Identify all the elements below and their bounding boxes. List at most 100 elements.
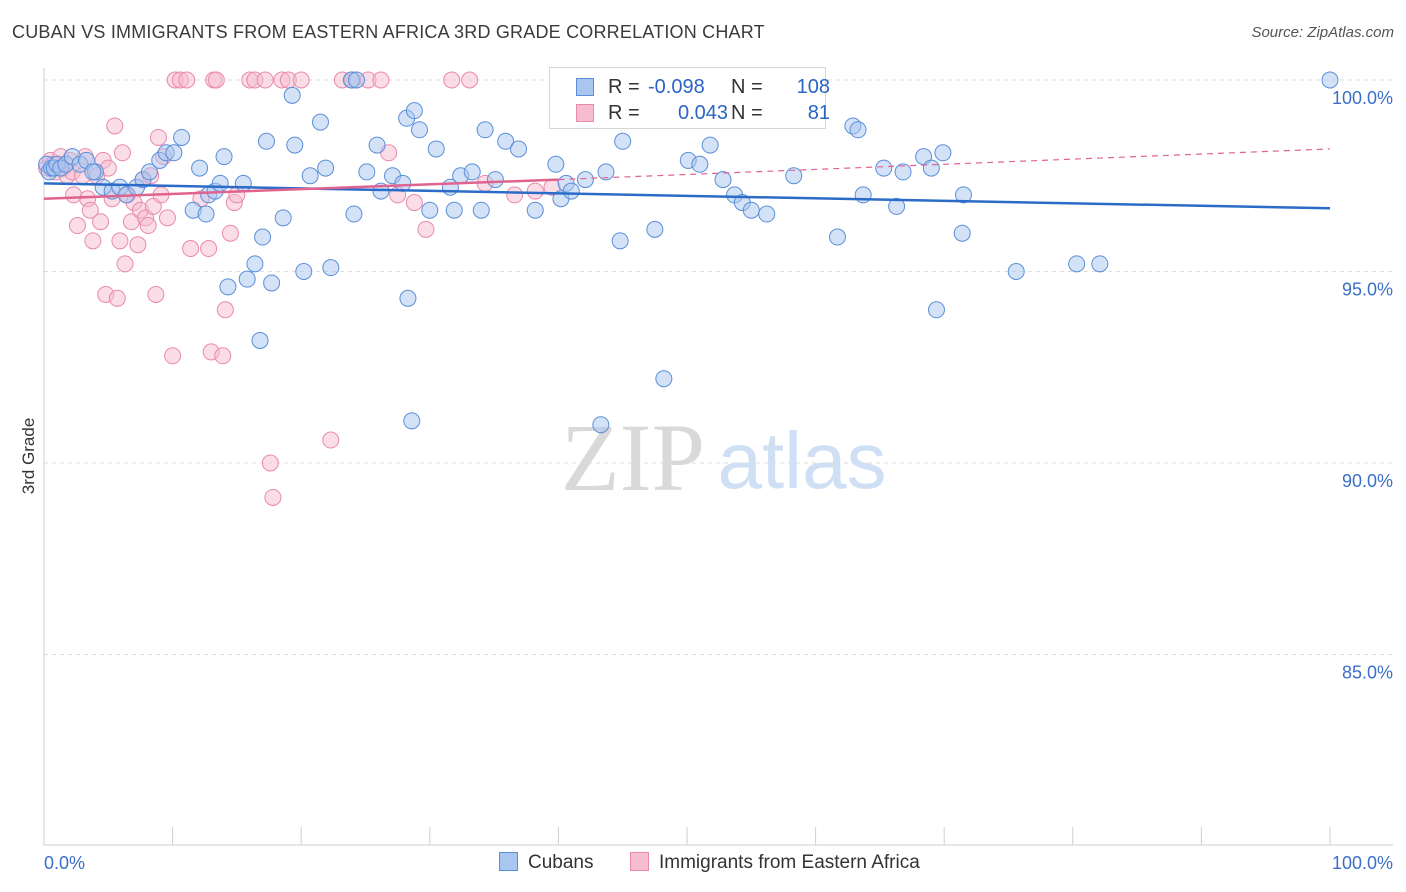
data-point <box>1007 263 1025 280</box>
source-label: Source: ZipAtlas.com <box>1251 24 1394 41</box>
data-point <box>246 255 264 273</box>
data-point <box>301 167 319 185</box>
y-axis-label: 3rd Grade <box>19 418 38 495</box>
data-point <box>165 144 183 162</box>
y-tick-labels: 100.0% 95.0% 90.0% 85.0% <box>1332 88 1393 683</box>
data-point <box>701 136 719 154</box>
data-point <box>526 201 544 219</box>
data-point <box>322 259 340 277</box>
data-point <box>113 144 131 162</box>
data-point <box>597 163 615 181</box>
data-point <box>655 370 673 388</box>
watermark-zip: ZIP <box>561 404 705 511</box>
data-point <box>345 205 363 223</box>
bottom-legend-swatch-pink <box>630 852 649 871</box>
data-point <box>173 128 191 146</box>
y-tick-label: 95.0% <box>1342 280 1393 300</box>
data-point <box>953 224 971 242</box>
data-point <box>139 217 157 235</box>
data-point <box>368 136 386 154</box>
data-point <box>562 182 580 200</box>
data-point <box>506 186 524 204</box>
trend-line-cubans <box>43 182 1331 210</box>
data-point <box>219 278 237 296</box>
y-tick-label: 85.0% <box>1342 663 1393 683</box>
data-point <box>106 117 124 135</box>
data-point <box>92 213 110 231</box>
data-point <box>211 174 229 192</box>
legend-n-value: 81 <box>807 102 830 124</box>
data-point <box>84 232 102 250</box>
bottom-legend-label-eastern-africa: Immigrants from Eastern Africa <box>659 852 920 873</box>
bottom-legend-eastern-africa: Immigrants from Eastern Africa <box>630 852 920 874</box>
data-point <box>849 121 867 139</box>
data-point <box>207 71 225 89</box>
watermark-atlas: atlas <box>718 416 887 505</box>
data-point <box>191 159 209 177</box>
data-point <box>215 148 233 166</box>
data-point <box>264 488 282 506</box>
data-point <box>828 228 846 246</box>
data-point <box>261 454 279 472</box>
data-point <box>129 236 147 254</box>
data-point <box>65 186 83 204</box>
data-point <box>510 140 528 158</box>
data-point <box>443 71 461 89</box>
data-point <box>164 347 182 365</box>
series-cubans <box>38 71 1339 434</box>
data-point <box>445 201 463 219</box>
data-point <box>472 201 490 219</box>
data-point <box>526 182 544 200</box>
bottom-legend-swatch-blue <box>499 852 518 871</box>
legend-n-label: N = <box>731 102 763 124</box>
data-point <box>403 412 421 430</box>
data-point <box>461 71 479 89</box>
data-point <box>547 155 565 173</box>
data-point <box>399 289 417 307</box>
data-point <box>922 159 940 177</box>
gridlines <box>44 79 1393 655</box>
data-point <box>216 301 234 319</box>
trend-lines <box>43 148 1331 210</box>
x-tick-min: 0.0% <box>44 853 85 873</box>
data-point <box>108 289 126 307</box>
data-point <box>221 224 239 242</box>
chart-title: CUBAN VS IMMIGRANTS FROM EASTERN AFRICA … <box>12 22 765 42</box>
bottom-legend-label-cubans: Cubans <box>528 852 594 873</box>
data-point <box>785 167 803 185</box>
data-point <box>200 240 218 258</box>
data-point <box>81 201 99 219</box>
data-point <box>292 71 310 89</box>
data-point <box>646 220 664 238</box>
data-point <box>178 71 196 89</box>
data-point <box>1321 71 1339 89</box>
data-point <box>84 163 102 181</box>
data-point <box>463 163 481 181</box>
data-point <box>497 132 515 150</box>
trend-line-eastern-africa-extension <box>558 148 1331 181</box>
data-point <box>147 285 165 303</box>
legend-r-label: R = <box>608 76 640 98</box>
data-point <box>140 163 158 181</box>
bottom-legend-cubans: Cubans <box>499 852 594 874</box>
data-point <box>486 171 504 189</box>
data-point <box>286 136 304 154</box>
data-point <box>714 171 732 189</box>
legend-r-label: R = <box>608 102 640 124</box>
data-point <box>1068 255 1086 273</box>
data-point <box>592 416 610 434</box>
data-point <box>251 331 269 349</box>
x-tick-max: 100.0% <box>1332 853 1393 873</box>
legend-swatch-blue <box>576 78 594 96</box>
data-point <box>257 132 275 150</box>
data-point <box>116 255 134 273</box>
data-point <box>274 209 292 227</box>
watermark: ZIP atlas <box>561 404 886 511</box>
data-point <box>476 121 494 139</box>
data-point <box>411 121 429 139</box>
data-point <box>927 301 945 319</box>
legend-r-value: -0.098 <box>648 76 705 98</box>
data-point <box>182 240 200 258</box>
data-point <box>934 144 952 162</box>
